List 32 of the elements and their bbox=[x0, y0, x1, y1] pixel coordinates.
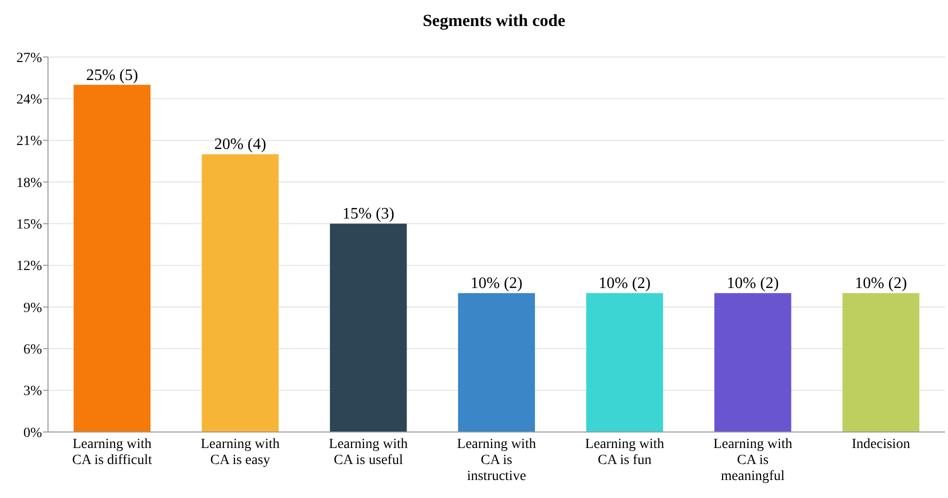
data-label: 25% (5) bbox=[86, 66, 138, 84]
y-tick-label: 15% bbox=[16, 218, 42, 233]
chart-title: Segments with code bbox=[422, 11, 566, 30]
data-label: 20% (4) bbox=[214, 136, 266, 154]
data-label: 10% (2) bbox=[854, 275, 907, 292]
y-tick-label: 27% bbox=[16, 50, 42, 66]
bar bbox=[458, 293, 535, 432]
x-tick-label: Learning with CA is instructive bbox=[457, 437, 536, 484]
y-tick-label: 12% bbox=[16, 259, 42, 274]
data-label: 10% (2) bbox=[598, 275, 651, 292]
bar bbox=[842, 293, 920, 432]
x-tick-label: Learning with CA is useful bbox=[328, 437, 408, 468]
x-tick-label: Learning with CA is difficult bbox=[72, 437, 152, 468]
y-tick-label: 18% bbox=[16, 176, 42, 191]
y-tick-label: 3% bbox=[23, 384, 42, 400]
y-tick-label: 21% bbox=[16, 134, 42, 150]
y-tick-label: 9% bbox=[23, 300, 42, 316]
bar bbox=[714, 293, 792, 432]
y-tick-label: 0% bbox=[23, 426, 42, 441]
bar bbox=[330, 224, 407, 432]
bar bbox=[586, 293, 664, 432]
bar bbox=[74, 84, 151, 432]
x-tick-label: Learning with CA is easy bbox=[200, 437, 280, 468]
x-tick-label: Indecision bbox=[852, 437, 910, 452]
x-tick-label: Learning with CA is fun bbox=[585, 437, 664, 468]
y-tick-label: 6% bbox=[23, 342, 42, 358]
data-label: 15% (3) bbox=[342, 206, 394, 223]
y-tick-label: 24% bbox=[16, 92, 42, 108]
bar bbox=[202, 154, 279, 432]
data-label: 10% (2) bbox=[726, 275, 779, 292]
data-label: 10% (2) bbox=[470, 275, 522, 292]
x-tick-label: Learning with CA is meaningful bbox=[713, 437, 792, 484]
